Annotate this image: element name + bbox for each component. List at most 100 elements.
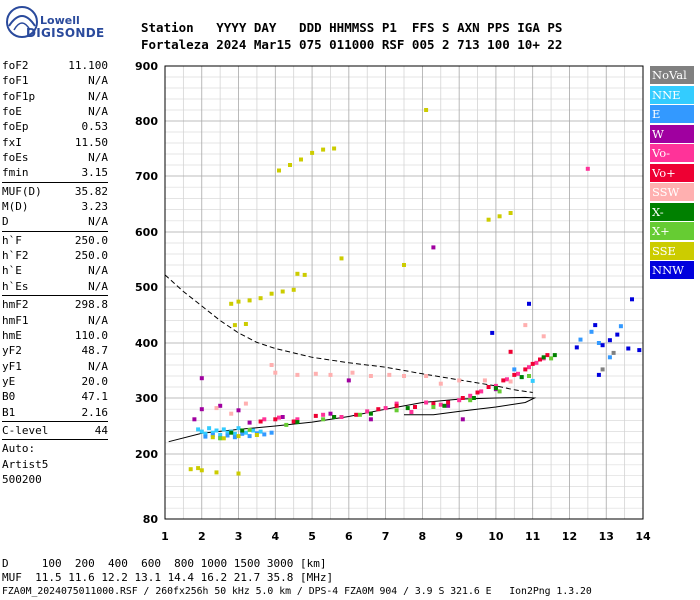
param-value: 0.53 bbox=[81, 120, 109, 134]
echo-point bbox=[394, 401, 399, 406]
echo-point bbox=[527, 301, 531, 306]
echo-point bbox=[273, 370, 278, 375]
param-label: M(D) bbox=[2, 200, 29, 214]
echo-point bbox=[626, 346, 631, 351]
y-tick-label: 900 bbox=[135, 60, 158, 73]
echo-point bbox=[438, 381, 443, 386]
param-row: M(D) 3.23 bbox=[2, 199, 108, 214]
echo-point bbox=[299, 157, 303, 162]
param-separator bbox=[2, 439, 108, 441]
param-label: B0 bbox=[2, 390, 16, 404]
echo-point bbox=[593, 323, 598, 328]
y-tick-label: 80 bbox=[143, 513, 159, 526]
x-tick-label: 3 bbox=[235, 530, 243, 543]
param-value: N/A bbox=[88, 151, 108, 165]
echo-point bbox=[424, 374, 429, 378]
echo-point bbox=[534, 360, 539, 365]
param-value: N/A bbox=[88, 279, 108, 293]
echo-point bbox=[618, 324, 623, 329]
echo-point bbox=[512, 372, 517, 377]
param-row: fxI 11.50 bbox=[2, 135, 108, 150]
echo-point bbox=[519, 375, 524, 380]
echo-point bbox=[368, 411, 373, 416]
echo-point bbox=[405, 406, 410, 411]
param-value: 298.8 bbox=[74, 298, 108, 312]
param-row: MUF(D) 35.82 bbox=[2, 184, 108, 199]
echo-point bbox=[199, 407, 204, 412]
echo-point bbox=[497, 389, 502, 394]
echo-point bbox=[431, 401, 436, 406]
param-value: N/A bbox=[88, 215, 108, 229]
param-value: 250.0 bbox=[74, 233, 108, 247]
scaled-parameters-panel: foF2 11.100 foF1 N/A foF1p N/A foE N/A foEp 0.53 f… bbox=[2, 58, 108, 488]
echo-point bbox=[446, 403, 451, 408]
echo-point bbox=[442, 403, 447, 408]
echo-point bbox=[240, 428, 245, 433]
y-tick-label: 700 bbox=[135, 170, 158, 183]
param-row: B1 2.16 bbox=[2, 405, 108, 420]
echo-point bbox=[457, 378, 462, 383]
echo-point bbox=[321, 412, 326, 417]
echo-point bbox=[192, 417, 197, 422]
param-label: yF2 bbox=[2, 344, 22, 358]
echo-point bbox=[508, 211, 513, 215]
legend-item: NNE bbox=[650, 85, 694, 104]
echo-point bbox=[574, 345, 579, 350]
param-value: 11.100 bbox=[68, 59, 108, 72]
echo-point bbox=[258, 419, 263, 424]
x-tick-label: 1 bbox=[161, 530, 169, 543]
echo-point bbox=[438, 402, 443, 407]
echo-point bbox=[578, 337, 583, 342]
profile-solid-line bbox=[168, 396, 537, 443]
param-value: N/A bbox=[88, 89, 108, 103]
profile-dashed-line bbox=[164, 274, 533, 393]
echo-point bbox=[243, 401, 248, 406]
echo-point bbox=[262, 417, 267, 422]
echo-point bbox=[585, 166, 590, 171]
echo-point bbox=[240, 431, 245, 436]
param-value: 47.1 bbox=[81, 390, 109, 404]
echo-point bbox=[409, 410, 414, 414]
echo-point bbox=[460, 417, 465, 422]
echo-point bbox=[207, 426, 212, 431]
echo-point bbox=[402, 374, 406, 378]
echo-point bbox=[413, 405, 417, 409]
param-row: h`Es N/A bbox=[2, 279, 108, 294]
param-row: h`F 250.0 bbox=[2, 233, 108, 248]
echo-point bbox=[221, 436, 226, 441]
param-value: 3.23 bbox=[81, 200, 109, 214]
echo-point bbox=[210, 433, 215, 437]
param-row: hmE 110.0 bbox=[2, 328, 108, 343]
echo-point bbox=[545, 353, 550, 358]
y-tick-label: 800 bbox=[135, 115, 158, 128]
param-label: hmF1 bbox=[2, 313, 29, 327]
echo-point bbox=[589, 329, 594, 334]
echo-point bbox=[225, 430, 230, 435]
y-tick-label: 300 bbox=[135, 392, 158, 405]
digisonde-logo: Lowell DIGISONDE bbox=[4, 4, 134, 46]
echo-point bbox=[376, 407, 381, 412]
echo-point bbox=[424, 108, 429, 112]
param-row: foF2 11.100 bbox=[2, 58, 108, 73]
footer-muf-row: MUF 11.5 11.6 12.2 13.1 14.4 16.2 21.7 3… bbox=[2, 571, 334, 584]
param-value: 110.0 bbox=[74, 328, 108, 342]
param-row: C-level 44 bbox=[2, 423, 108, 438]
echo-point bbox=[247, 298, 252, 303]
echo-point bbox=[637, 348, 642, 353]
x-tick-label: 14 bbox=[635, 530, 651, 543]
param-label: yF1 bbox=[2, 359, 22, 373]
footer-distance-row: D 100 200 400 600 800 1000 1500 3000 [km… bbox=[2, 557, 327, 570]
echo-point bbox=[394, 408, 399, 413]
echo-point bbox=[247, 420, 252, 425]
x-tick-label: 6 bbox=[345, 530, 353, 543]
x-tick-label: 4 bbox=[271, 530, 279, 543]
echo-point bbox=[482, 378, 487, 383]
autoscaling-note: 500200 bbox=[2, 473, 42, 487]
param-label: foE bbox=[2, 105, 22, 119]
echo-point bbox=[365, 409, 370, 414]
param-label: h`Es bbox=[2, 279, 29, 293]
echo-point bbox=[607, 355, 612, 360]
echo-point bbox=[600, 367, 605, 372]
echo-point bbox=[493, 383, 498, 388]
